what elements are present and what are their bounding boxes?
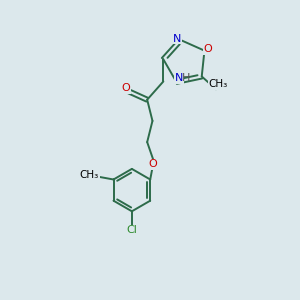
- Text: H: H: [182, 73, 190, 83]
- Text: O: O: [148, 160, 157, 170]
- Text: O: O: [121, 83, 130, 93]
- Text: Cl: Cl: [126, 225, 137, 236]
- Text: N: N: [173, 34, 182, 44]
- Text: O: O: [204, 44, 212, 54]
- Text: N: N: [175, 73, 183, 83]
- Text: CH₃: CH₃: [80, 170, 99, 180]
- Text: CH₃: CH₃: [209, 79, 228, 89]
